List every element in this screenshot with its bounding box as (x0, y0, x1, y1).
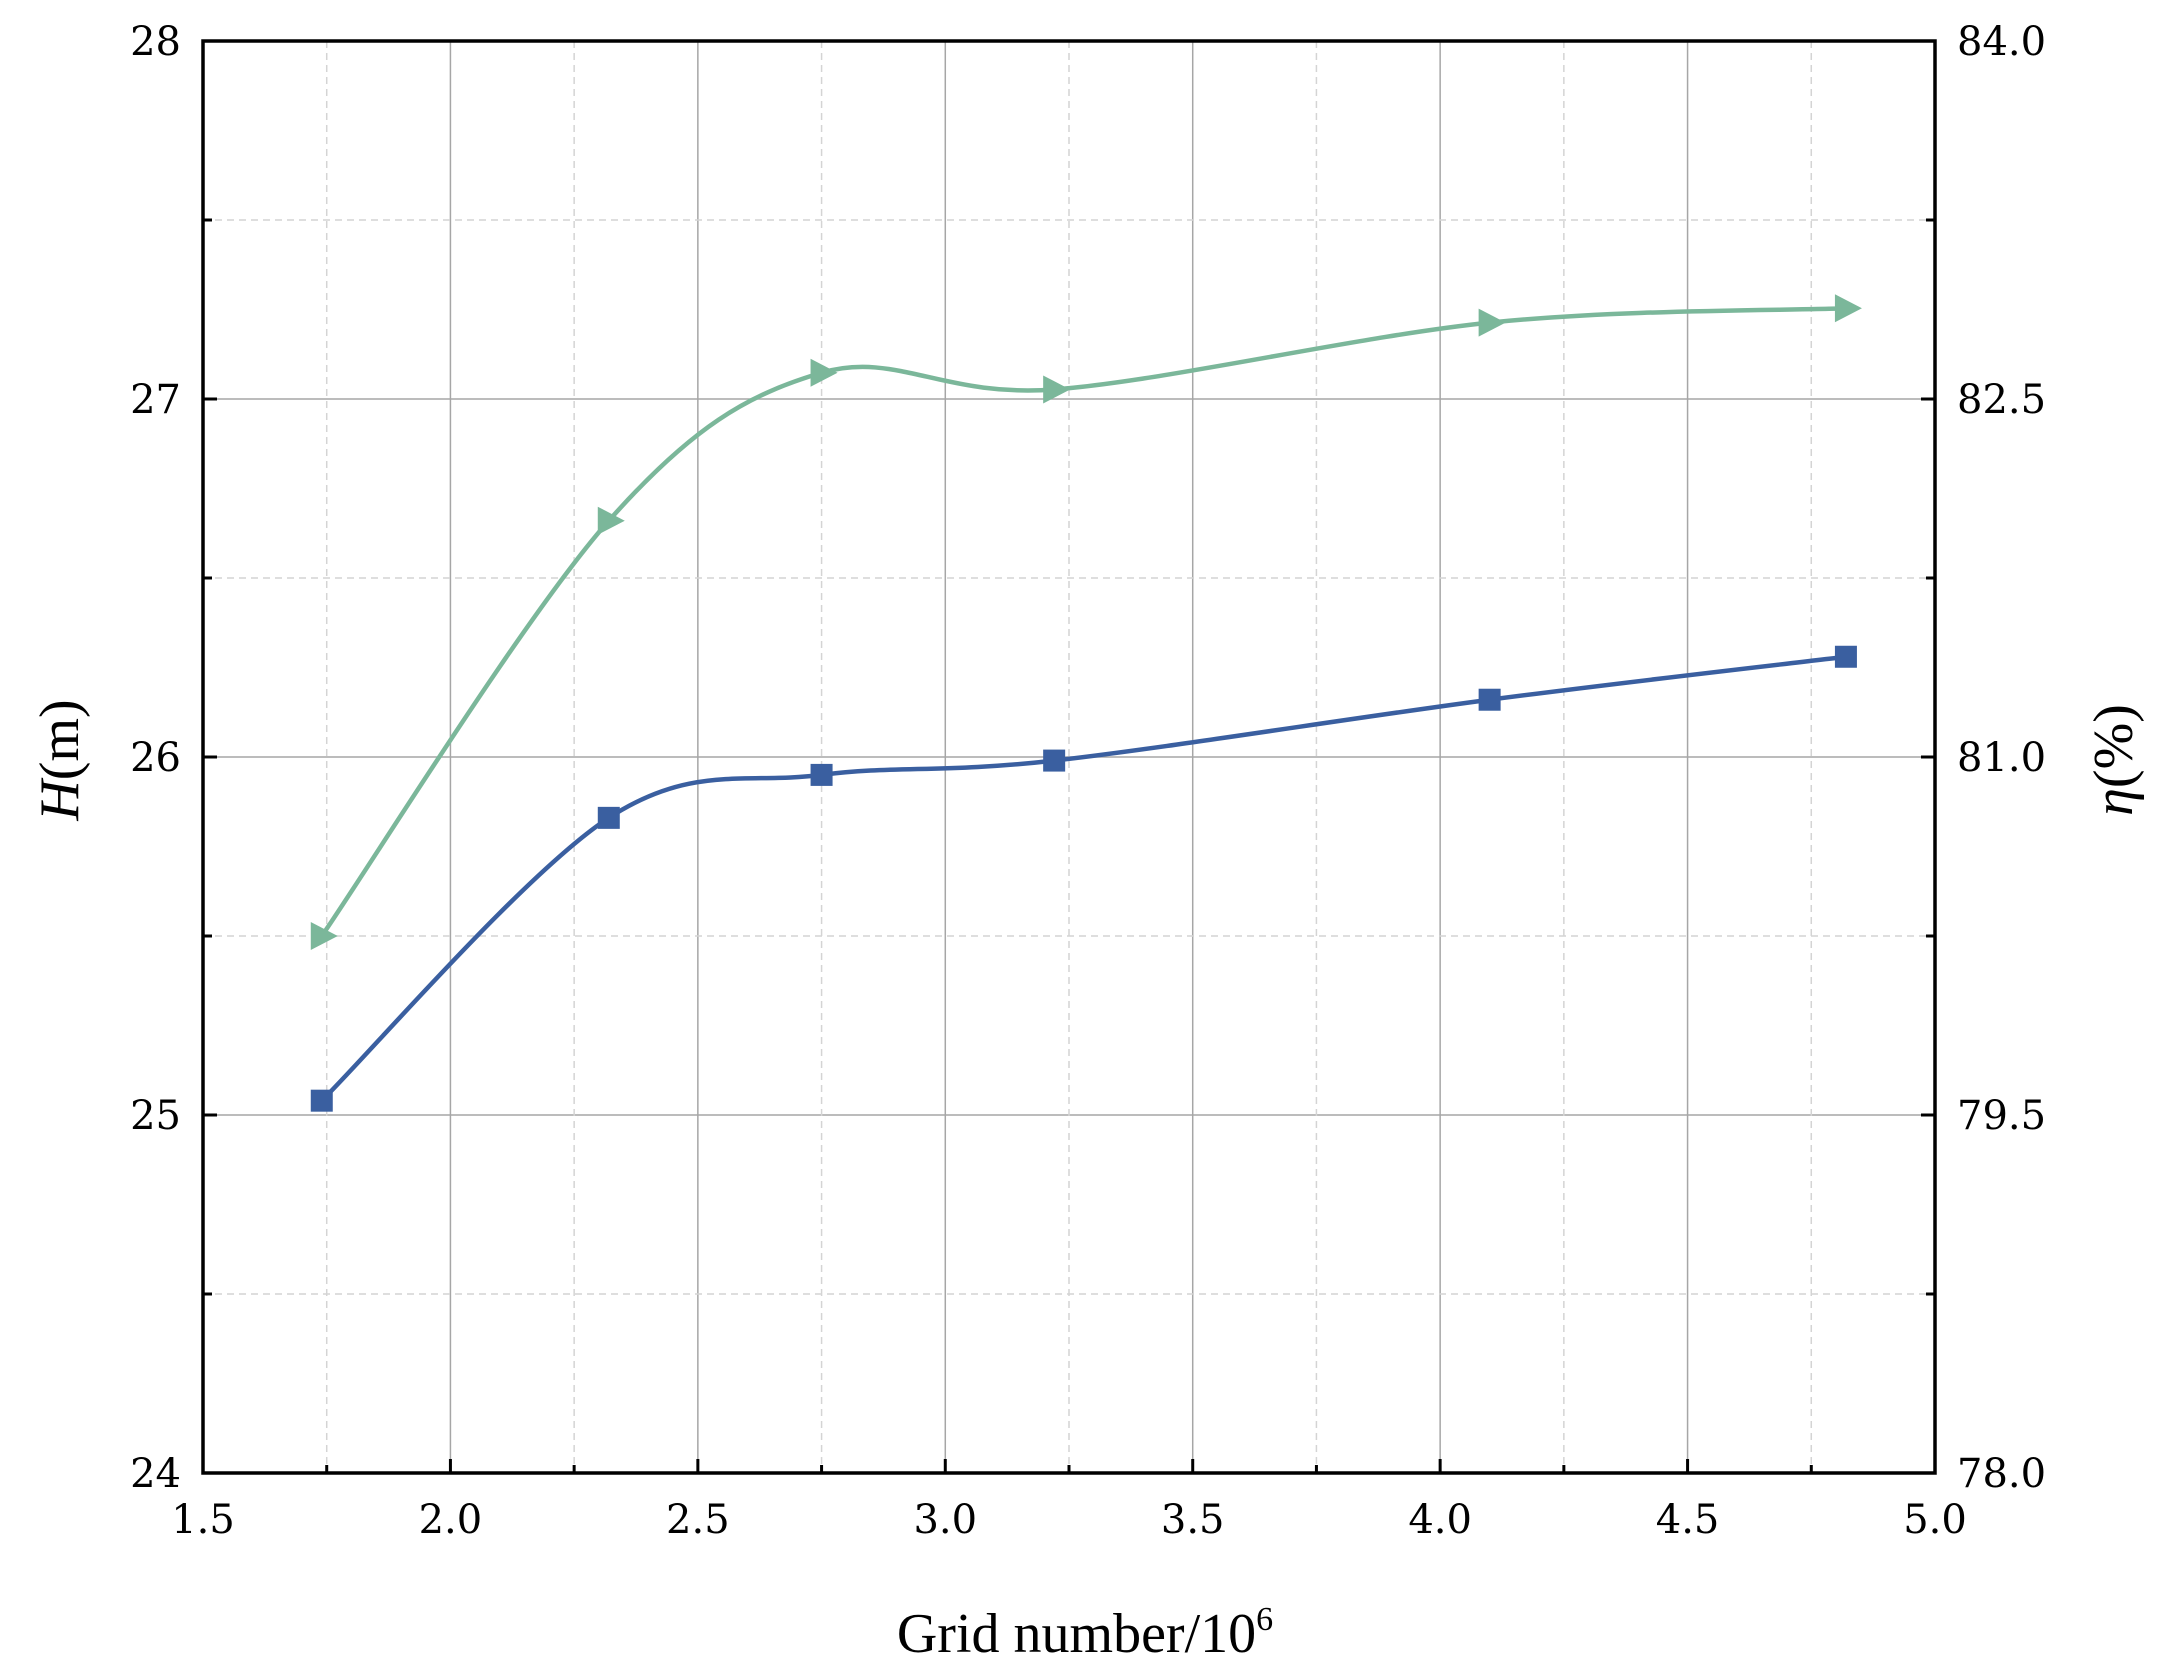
series-layer (310, 294, 1862, 1112)
series-2-triangle-marker (1834, 294, 1862, 323)
series-1-square-marker (1478, 688, 1501, 711)
y-left-tick-label: 28 (130, 19, 181, 65)
x-tick-label: 4.0 (1408, 1497, 1472, 1543)
y-left-tick-label: 27 (130, 377, 181, 423)
series-1-square-marker (597, 806, 620, 829)
y-axis-right-title: η(%) (2083, 704, 2145, 816)
series-2-triangle-marker (310, 922, 338, 950)
series-2-triangle-marker (1043, 375, 1071, 404)
y-right-tick-label: 79.5 (1957, 1093, 2046, 1139)
series-1-square-marker (310, 1089, 333, 1112)
x-tick-label: 2.5 (666, 1497, 730, 1543)
x-tick-label: 3.0 (913, 1497, 977, 1543)
x-tick-label: 3.5 (1161, 1497, 1225, 1543)
series-2-triangle-marker (1478, 308, 1506, 337)
x-tick-label: 5.0 (1903, 1497, 1967, 1543)
y-left-tick-label: 24 (130, 1451, 181, 1497)
x-tick-label: 4.5 (1656, 1497, 1720, 1543)
y-right-tick-label: 82.5 (1957, 377, 2046, 423)
series-line-1 (320, 654, 1847, 1103)
series-2-triangle-marker (597, 506, 625, 535)
series-2-triangle-marker (810, 358, 838, 387)
tick-labels: 1.5 2.0 2.5 3.0 3.5 4.0 4.5 5.0 24 25 26 27 28 78.0 79… (130, 19, 2046, 1543)
x-axis-title: Grid number/106 (897, 1601, 1273, 1665)
series-1-square-marker (1043, 749, 1066, 772)
y-right-tick-label: 78.0 (1957, 1451, 2046, 1497)
plot-border (201, 39, 1937, 1475)
x-tick-label: 2.0 (419, 1497, 483, 1543)
y-left-tick-label: 26 (130, 735, 181, 781)
y-right-tick-label: 84.0 (1957, 19, 2046, 65)
plot-frame (201, 39, 1937, 1475)
series-1-square-marker (1834, 645, 1857, 668)
y-axis-left-title: H(m) (29, 699, 91, 821)
y-left-tick-label: 25 (130, 1093, 181, 1139)
grid (203, 41, 1935, 1473)
series-line-2 (319, 306, 1847, 938)
x-tick-label: 1.5 (171, 1497, 235, 1543)
y-right-tick-label: 81.0 (1957, 735, 2046, 781)
series-1-square-marker (810, 763, 833, 786)
